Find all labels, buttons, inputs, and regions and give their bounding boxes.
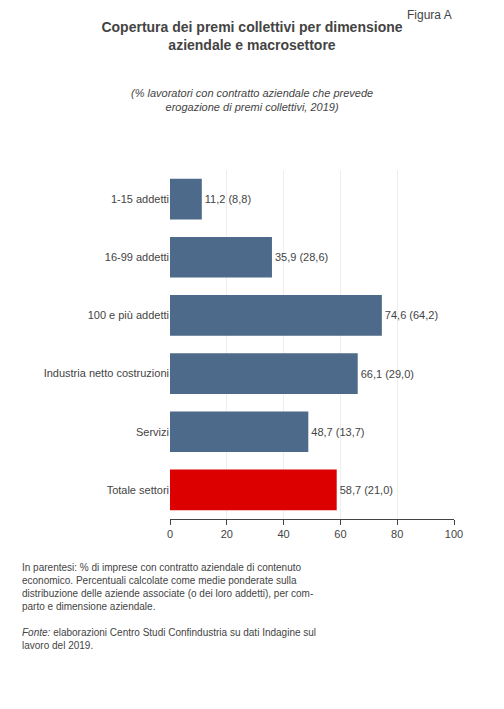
svg-text:74,6 (64,2): 74,6 (64,2) bbox=[385, 309, 438, 321]
svg-text:In parentesi: % di imprese con: In parentesi: % di imprese con contratto… bbox=[22, 562, 313, 612]
svg-text:100 e più addetti: 100 e più addetti bbox=[88, 309, 169, 321]
svg-text:58,7 (21,0): 58,7 (21,0) bbox=[340, 484, 393, 496]
svg-text:(% lavoratori con contratto az: (% lavoratori con contratto aziendale ch… bbox=[131, 87, 373, 113]
svg-text:Industria netto costruzioni: Industria netto costruzioni bbox=[44, 367, 169, 379]
svg-text:Fonte: elaborazioni Centro Stu: Fonte: elaborazioni Centro Studi Confind… bbox=[22, 627, 316, 651]
svg-text:0: 0 bbox=[167, 528, 173, 540]
svg-text:35,9 (28,6): 35,9 (28,6) bbox=[275, 251, 328, 263]
svg-text:Servizi: Servizi bbox=[136, 426, 169, 438]
svg-text:11,2 (8,8): 11,2 (8,8) bbox=[205, 193, 251, 205]
svg-text:66,1 (29,0): 66,1 (29,0) bbox=[361, 368, 414, 380]
svg-text:40: 40 bbox=[277, 528, 289, 540]
svg-text:Copertura dei premi collettivi: Copertura dei premi collettivi per dimen… bbox=[101, 19, 402, 53]
svg-text:100: 100 bbox=[445, 528, 463, 540]
svg-text:48,7 (13,7): 48,7 (13,7) bbox=[311, 426, 364, 438]
svg-text:Figura A: Figura A bbox=[407, 8, 452, 22]
svg-text:20: 20 bbox=[221, 528, 233, 540]
svg-text:Totale settori: Totale settori bbox=[107, 484, 169, 496]
svg-text:60: 60 bbox=[334, 528, 346, 540]
svg-text:1-15 addetti: 1-15 addetti bbox=[111, 193, 169, 205]
svg-text:80: 80 bbox=[391, 528, 403, 540]
svg-text:16-99 addetti: 16-99 addetti bbox=[105, 251, 169, 263]
